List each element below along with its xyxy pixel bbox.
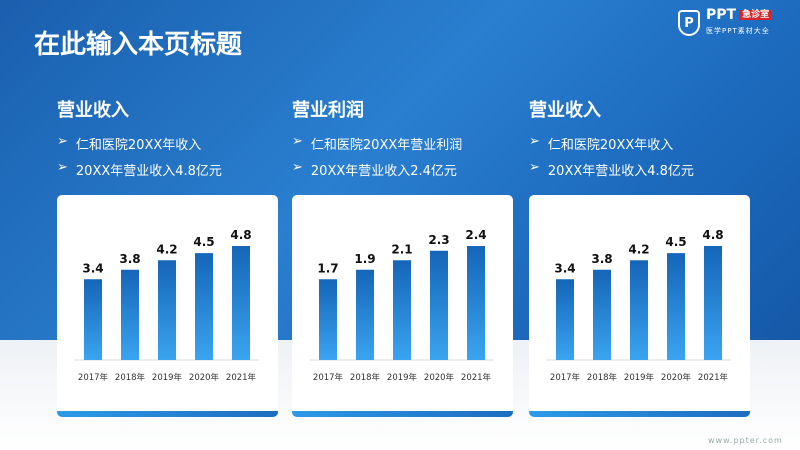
bar-chart: 1.7 2017年 1.9 2018年 2.1 2019年 2.3 2020年 2.4 2021年: [310, 228, 494, 383]
column-2: 营业利润 ➢ 仁和医院20XX年营业利润 ➢ 20XX年营业收入2.4亿元: [292, 96, 522, 186]
x-tick-label: 2021年: [698, 372, 729, 383]
bullet-text: 20XX年营业收入4.8亿元: [547, 164, 694, 179]
data-label: 3.8: [591, 252, 612, 266]
column-heading: 营业收入: [529, 100, 601, 121]
data-label: 4.5: [665, 235, 686, 249]
x-tick-label: 2017年: [313, 372, 344, 383]
column-heading: 营业利润: [292, 100, 364, 121]
bullet-text: 20XX年营业收入2.4亿元: [310, 164, 457, 179]
card-accent-strip: [57, 411, 278, 417]
bar-chart: 3.4 2017年 3.8 2018年 4.2 2019年 4.5 2020年 4.8 2021年: [75, 228, 259, 383]
x-tick-label: 2021年: [226, 372, 257, 383]
arrowhead-icon: ➢: [529, 134, 540, 149]
bullet-item: ➢ 20XX年营业收入2.4亿元: [292, 160, 522, 186]
x-tick-label: 2018年: [350, 372, 381, 383]
arrowhead-icon: ➢: [292, 134, 303, 149]
logo-tag: 急诊室: [739, 10, 773, 20]
bullet-text: 仁和医院20XX年营业利润: [310, 138, 463, 153]
bullet-item: ➢ 20XX年营业收入4.8亿元: [57, 160, 287, 186]
bar: [556, 279, 574, 360]
card-accent-strip: [292, 411, 513, 417]
bullet-item: ➢ 仁和医院20XX年收入: [57, 134, 287, 160]
data-label: 2.3: [428, 233, 449, 247]
arrowhead-icon: ➢: [57, 160, 68, 175]
bar: [356, 269, 374, 360]
bullet-text: 仁和医院20XX年收入: [75, 138, 202, 153]
x-tick-label: 2019年: [152, 372, 183, 383]
data-label: 2.1: [391, 242, 412, 256]
column-heading: 营业收入: [57, 100, 129, 121]
data-label: 4.5: [193, 235, 214, 249]
logo: P PPT 急诊室医学PPT素材大全: [678, 7, 773, 38]
x-tick-label: 2020年: [661, 372, 692, 383]
bar: [667, 253, 685, 360]
x-tick-label: 2020年: [424, 372, 455, 383]
card-accent-strip: [529, 411, 750, 417]
bar: [232, 246, 250, 360]
bar: [195, 253, 213, 360]
data-label: 2.4: [465, 228, 486, 242]
bar: [319, 279, 337, 360]
chart-card-3: 3.4 2017年 3.8 2018年 4.2 2019年 4.5 2020年 4.8 2021年: [529, 195, 750, 417]
column-3: 营业收入 ➢ 仁和医院20XX年收入 ➢ 20XX年营业收入4.8亿元: [529, 96, 759, 186]
x-tick-label: 2018年: [587, 372, 618, 383]
x-tick-label: 2021年: [461, 372, 492, 383]
bar: [704, 246, 722, 360]
watermark: www.ppter.com: [708, 436, 783, 445]
data-label: 4.2: [156, 242, 177, 256]
column-1: 营业收入 ➢ 仁和医院20XX年收入 ➢ 20XX年营业收入4.8亿元: [57, 96, 287, 186]
bullet-item: ➢ 仁和医院20XX年营业利润: [292, 134, 522, 160]
page-title: 在此输入本页标题: [34, 30, 243, 60]
bar: [393, 260, 411, 360]
x-tick-label: 2020年: [189, 372, 220, 383]
arrowhead-icon: ➢: [292, 160, 303, 175]
chart-card-2: 1.7 2017年 1.9 2018年 2.1 2019年 2.3 2020年 2.4 2021年: [292, 195, 513, 417]
x-tick-label: 2018年: [115, 372, 146, 383]
bar: [593, 269, 611, 360]
x-tick-label: 2017年: [78, 372, 109, 383]
data-label: 4.8: [702, 228, 723, 242]
data-label: 1.7: [317, 261, 338, 275]
data-label: 3.4: [82, 261, 103, 275]
bar: [158, 260, 176, 360]
x-tick-label: 2019年: [387, 372, 418, 383]
bar-chart: 3.4 2017年 3.8 2018年 4.2 2019年 4.5 2020年 4.8 2021年: [547, 228, 731, 383]
data-label: 3.4: [554, 261, 575, 275]
shield-p-icon: P: [678, 10, 700, 36]
bullet-item: ➢ 仁和医院20XX年收入: [529, 134, 759, 160]
bullet-item: ➢ 20XX年营业收入4.8亿元: [529, 160, 759, 186]
bullet-text: 仁和医院20XX年收入: [547, 138, 674, 153]
bullet-text: 20XX年营业收入4.8亿元: [75, 164, 222, 179]
arrowhead-icon: ➢: [529, 160, 540, 175]
data-label: 4.8: [230, 228, 251, 242]
data-label: 3.8: [119, 252, 140, 266]
arrowhead-icon: ➢: [57, 134, 68, 149]
bar: [430, 250, 448, 360]
logo-subtitle: 医学PPT素材大全: [706, 27, 770, 35]
data-label: 1.9: [354, 252, 375, 266]
bar: [84, 279, 102, 360]
data-label: 4.2: [628, 242, 649, 256]
x-tick-label: 2017年: [550, 372, 581, 383]
bar: [121, 269, 139, 360]
chart-card-1: 3.4 2017年 3.8 2018年 4.2 2019年 4.5 2020年 4.8 2021年: [57, 195, 278, 417]
logo-name: PPT: [706, 7, 737, 23]
x-tick-label: 2019年: [624, 372, 655, 383]
bar: [467, 246, 485, 360]
bar: [630, 260, 648, 360]
